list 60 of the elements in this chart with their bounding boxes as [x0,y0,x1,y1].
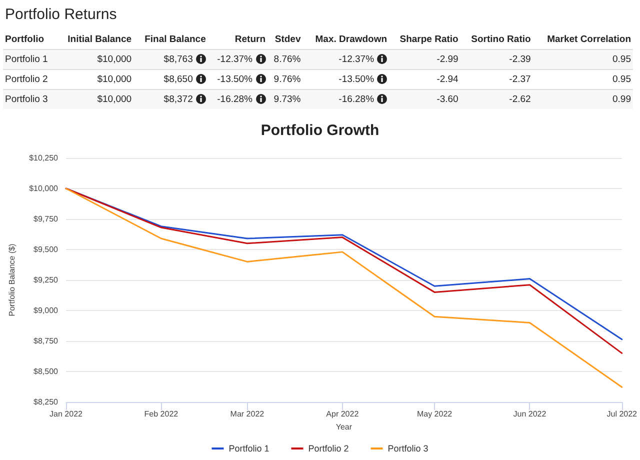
category-label: Initial Balance [66,33,133,47]
text: 0.95 [612,74,631,85]
y-tick-label: $9,500 [34,245,59,254]
x-tick-label: Apr 2022 [326,410,360,418]
category-label: Max. Drawdown [314,33,388,47]
text: 8.76% [274,54,301,65]
category-label: Portfolio [4,33,46,47]
category-label: Final Balance [144,33,207,47]
text: $10,000 [97,74,132,85]
text: -16.28% [217,94,253,105]
x-tick-label: Jul 2022 [606,410,638,418]
category-label: Stdev [274,33,302,47]
text: -3.60 [436,94,458,105]
y-tick-label: $8,750 [34,336,59,346]
line-series [65,188,623,388]
y-tick-label: $8,500 [34,367,59,376]
text: 0.95 [612,54,631,65]
text: -13.50% [217,74,253,85]
text: -12.37% [217,54,253,65]
text: $10,000 [97,54,132,65]
text: 9.76% [274,74,301,85]
text: $10,000 [97,94,132,105]
x-tick-label: Jan 2022 [50,410,84,418]
text: 0.99 [612,94,631,105]
y-tick-label: $9,750 [34,214,59,224]
text: -12.37% [338,54,374,65]
text: $8,650 [164,74,193,85]
category-label: Portfolio 3 [5,94,48,105]
category-label: Portfolio 2 [5,74,48,85]
y-axis-title: Portfolio Balance ($) [8,243,16,316]
category-label: Portfolio 1 [5,54,48,65]
x-tick-label: Jun 2022 [513,410,547,418]
category-label: Sharpe Ratio [398,33,460,47]
text: -16.28% [338,94,374,105]
text: -2.62 [509,94,531,105]
x-tick-label: Feb 2022 [144,410,179,418]
x-axis-title: Year [336,422,352,432]
text: Portfolio Returns [5,6,117,23]
chart-title: Portfolio Growth [260,122,380,139]
text: -2.39 [509,54,531,65]
y-tick-label: $8,250 [34,398,59,406]
category-label: Market Correlation [546,33,632,47]
text: -2.37 [509,74,531,85]
y-tick-label: $9,000 [34,306,59,315]
legend-label: Portfolio 1 [228,444,270,454]
text: -2.94 [436,74,458,85]
x-tick-label: May 2022 [416,410,453,418]
text: $8,372 [164,94,193,105]
legend-label: Portfolio 2 [308,444,349,454]
x-tick-label: Mar 2022 [230,410,265,418]
y-tick-label: $10,250 [29,154,59,162]
text: -13.50% [338,74,374,85]
text: 9.73% [274,94,301,105]
category-label: Return [234,33,267,47]
legend-label: Portfolio 3 [388,444,428,454]
category-label: Sortino Ratio [470,33,532,47]
text: -2.99 [436,54,458,65]
y-tick-label: $10,000 [29,184,59,193]
text: $8,763 [164,54,193,65]
y-tick-label: $9,250 [34,276,59,284]
